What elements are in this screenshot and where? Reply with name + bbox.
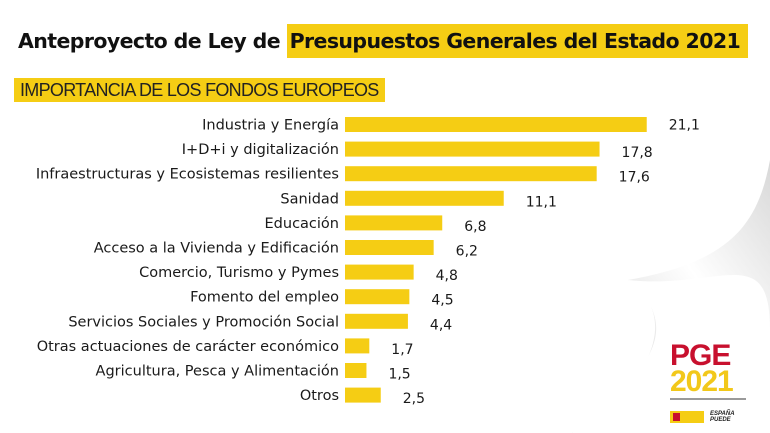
chart-subtitle: IMPORTANCIA DE LOS FONDOS EUROPEOS (14, 78, 385, 102)
value-label: 2,5 (403, 391, 425, 407)
value-label: 6,2 (456, 244, 478, 260)
value-label: 1,7 (391, 342, 413, 358)
category-label: Otras actuaciones de carácter económico (37, 339, 339, 355)
value-label: 4,4 (430, 317, 452, 333)
category-label: Sanidad (280, 191, 339, 207)
bar (345, 190, 504, 206)
bar (345, 338, 370, 354)
bar (345, 215, 443, 231)
pge-2021-logo: PGE 2021 ESPAÑA PUEDE (670, 339, 750, 425)
category-label: I+D+i y digitalización (182, 142, 339, 158)
category-label: Agricultura, Pesca y Alimentación (96, 364, 339, 380)
value-label: 1,5 (388, 367, 410, 383)
category-label: Comercio, Turismo y Pymes (139, 265, 339, 281)
tagline-line-1: ESPAÑA (710, 410, 735, 417)
page-back (572, 275, 770, 433)
category-label: Fomento del empleo (190, 290, 339, 306)
title-plain: Anteproyecto de Ley de (18, 29, 287, 53)
value-label: 17,6 (619, 170, 650, 186)
bar (345, 289, 410, 305)
bar (345, 387, 381, 403)
value-label: 17,8 (622, 145, 653, 161)
category-label: Educación (265, 216, 339, 232)
category-label: Servicios Sociales y Promoción Social (68, 314, 339, 330)
logo-divider (670, 398, 746, 400)
value-label: 4,8 (436, 268, 458, 284)
category-label: Infraestructuras y Ecosistemas resilient… (36, 167, 339, 183)
value-label: 4,5 (431, 293, 453, 309)
bar (345, 141, 600, 157)
government-shield-icon (670, 410, 704, 423)
tagline-line-2: PUEDE (710, 416, 731, 423)
category-label: Otros (300, 388, 339, 404)
bar (345, 117, 647, 132)
category-label: Acceso a la Vivienda y Edificación (94, 241, 339, 257)
value-label: 11,1 (526, 194, 557, 210)
page-title: Anteproyecto de Ley de Presupuestos Gene… (18, 24, 749, 58)
value-label: 21,1 (669, 118, 700, 134)
value-label: 6,8 (464, 219, 486, 235)
title-highlight: Presupuestos Generales del Estado 2021 (286, 24, 749, 58)
bar (345, 240, 434, 255)
logo-year-text: 2021 (670, 365, 734, 398)
logo-tagline: ESPAÑA PUEDE (710, 411, 735, 423)
bar (345, 166, 597, 182)
bar (345, 313, 408, 329)
bar (345, 363, 367, 378)
bar (345, 264, 414, 280)
category-label: Industria y Energía (202, 118, 339, 134)
logo-pge-text: PGE (670, 339, 731, 372)
